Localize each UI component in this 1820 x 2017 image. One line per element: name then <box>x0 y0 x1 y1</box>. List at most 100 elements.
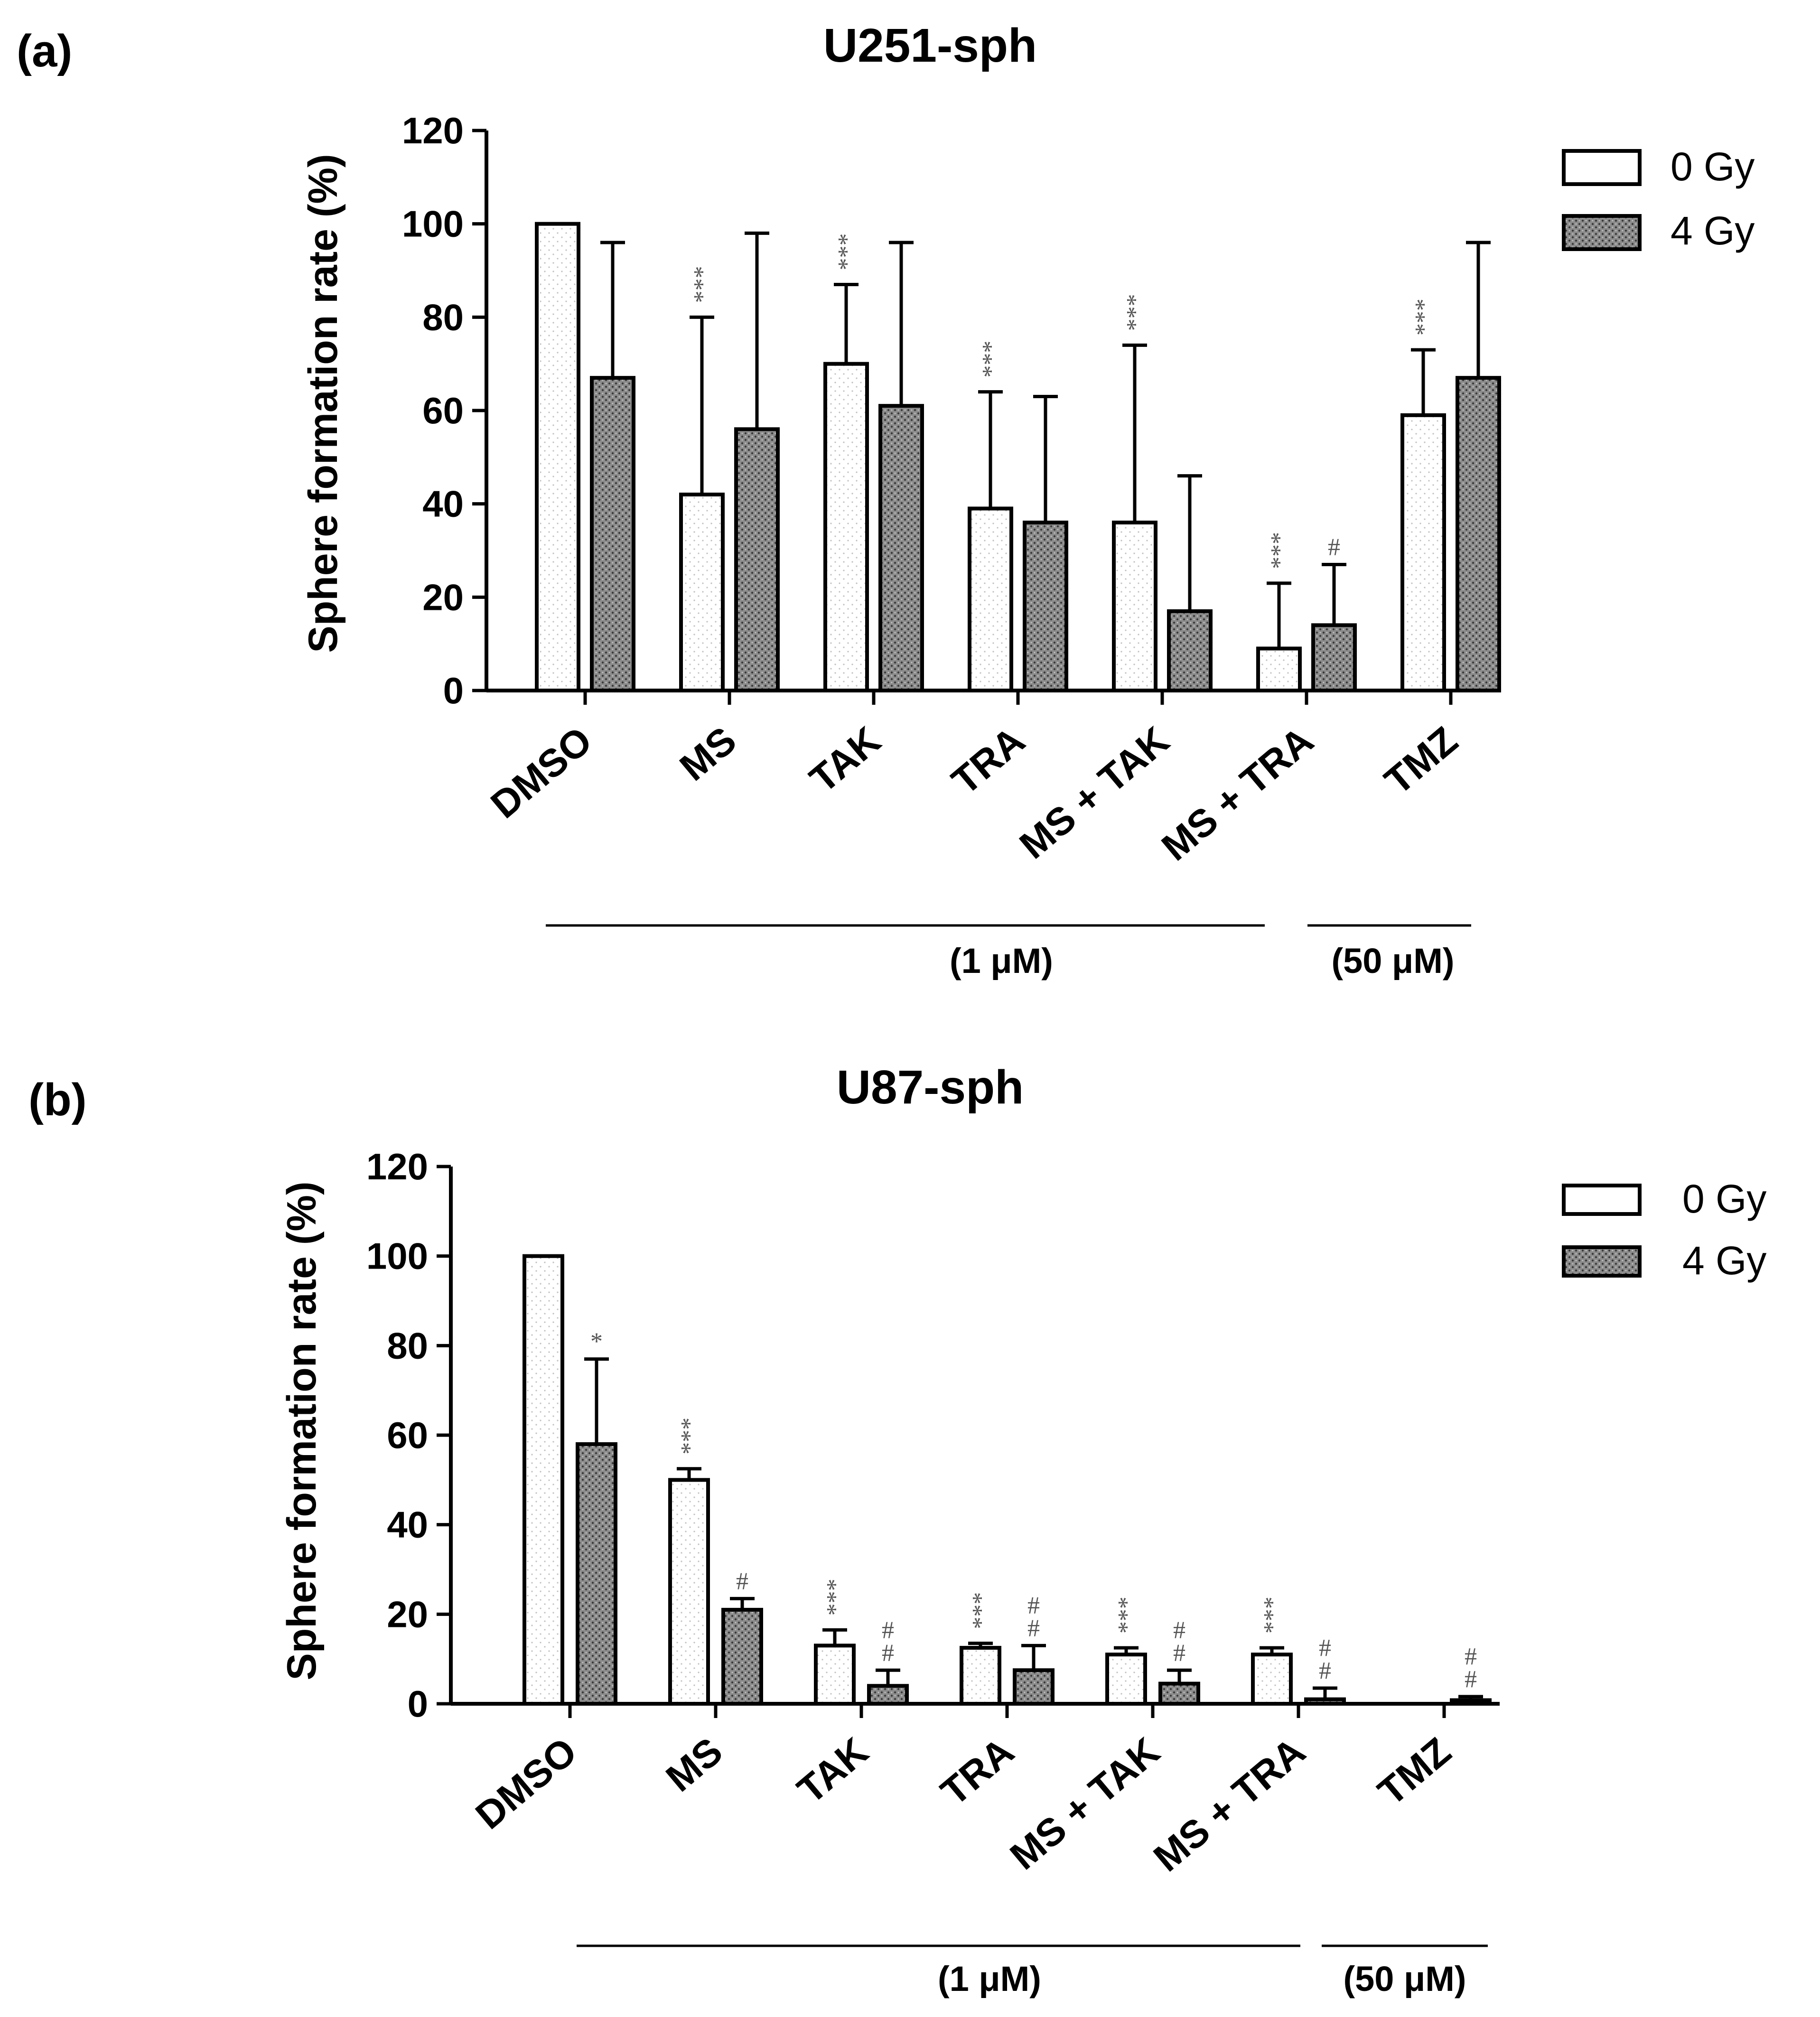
panel-a-bar-4gy <box>1023 521 1068 692</box>
panel-b-legend-swatch-0gy <box>1562 1184 1642 1216</box>
panel-b-bar-4gy <box>1158 1681 1200 1706</box>
panel-b-bar-0gy <box>1251 1653 1293 1706</box>
panel-b-y-axis-label: Sphere formation rate (%) <box>279 1181 325 1680</box>
panel-b-bar-4gy <box>576 1442 617 1706</box>
panel-a-y-axis-label: Sphere formation rate (%) <box>300 154 346 653</box>
panel-b: (b) U87-sph Sphere formation rate (%) 0 2… <box>28 1061 1766 1998</box>
panel-b-bar-0gy <box>1105 1653 1147 1706</box>
panel-b-significance-mark: *** <box>968 1592 995 1629</box>
panel-b-y-tick-label: 80 <box>387 1325 428 1366</box>
panel-a-bar-0gy <box>535 222 580 692</box>
panel-a-bar-0gy <box>679 493 725 692</box>
panel-b-significance-mark: # <box>882 1616 894 1643</box>
panel-a-x-tick-label: MS <box>672 719 745 789</box>
panel-b-legend-label-0gy: 0 Gy <box>1682 1177 1766 1221</box>
panel-a-conc-1um: (1 μM) <box>950 941 1053 980</box>
panel-a-significance-mark: *** <box>833 233 860 271</box>
panel-b-x-tick-label: MS <box>658 1729 731 1800</box>
panel-b-bar-4gy <box>1450 1698 1492 1706</box>
panel-b-letter: (b) <box>28 1074 87 1125</box>
panel-b-bar-0gy <box>960 1646 1001 1706</box>
panel-b-bar-4gy <box>867 1684 909 1706</box>
panel-a-legend-swatch-4gy <box>1562 214 1642 251</box>
panel-b-significance-mark: *** <box>1113 1597 1140 1634</box>
panel-a: (a) U251-sph Sphere formation rate (%) 0… <box>17 19 1755 980</box>
panel-b-significance-mark: *** <box>676 1418 703 1455</box>
panel-b-significance-mark: # <box>1173 1616 1185 1643</box>
panel-b-significance-mark: # <box>1027 1592 1040 1619</box>
panel-b-y-tick-label: 0 <box>408 1683 428 1725</box>
panel-a-significance-mark: *** <box>978 341 1005 378</box>
panel-b-x-tick-label: TRA <box>933 1729 1022 1814</box>
panel-a-plot-area: 0 20 40 60 80 100 120 DMSO MS *** TAK *** TRA *** MS +… <box>402 110 1501 869</box>
panel-b-legend-label-4gy: 4 Gy <box>1682 1238 1766 1283</box>
panel-a-legend-label-4gy: 4 Gy <box>1671 208 1755 253</box>
panel-a-y-tick-label: 80 <box>422 296 464 338</box>
panel-b-significance-mark: # <box>1465 1666 1477 1693</box>
panel-b-plot-area: 020406080100120DMSO*MS***#TAK***##TRA***… <box>366 1146 1500 1880</box>
panel-b-bar-4gy <box>1304 1697 1346 1706</box>
panel-a-x-tick-label: TAK <box>802 719 889 801</box>
panel-b-bar-4gy <box>1013 1668 1055 1706</box>
panel-a-y-tick-label: 20 <box>422 576 464 618</box>
panel-a-bar-0gy <box>823 362 869 692</box>
panel-a-bar-0gy <box>968 506 1013 692</box>
panel-a-bar-4gy <box>734 427 780 692</box>
panel-a-y-tick-label: 100 <box>402 203 464 245</box>
panel-a-y-tick-label: 40 <box>422 483 464 525</box>
panel-b-title: U87-sph <box>837 1061 1024 1114</box>
panel-a-bar-0gy <box>1400 413 1446 692</box>
panel-a-legend: 0 Gy 4 Gy <box>1562 144 1755 253</box>
panel-b-significance-mark: # <box>882 1639 894 1666</box>
panel-a-x-tick-label: TRA <box>944 719 1033 803</box>
panel-a-bar-4gy <box>1167 609 1213 693</box>
panel-b-y-tick-label: 60 <box>387 1414 428 1456</box>
panel-b-significance-mark: *** <box>822 1578 849 1615</box>
panel-a-bar-4gy <box>1456 376 1501 692</box>
panel-b-bar-0gy <box>523 1254 564 1706</box>
panel-a-x-tick-label: MS + TAK <box>1012 719 1177 867</box>
panel-b-bar-4gy <box>721 1607 763 1706</box>
panel-a-x-tick-label: TMZ <box>1377 719 1466 803</box>
panel-b-x-tick-label: TAK <box>790 1729 877 1812</box>
panel-a-y-tick-label: 0 <box>443 670 464 711</box>
panel-b-y-tick-label: 40 <box>387 1504 428 1546</box>
panel-b-legend-swatch-4gy <box>1562 1245 1642 1278</box>
panel-b-significance-mark: * <box>590 1328 603 1355</box>
panel-b-conc-1um: (1 μM) <box>938 1959 1041 1998</box>
panel-a-legend-swatch-0gy <box>1562 149 1642 186</box>
panel-b-x-tick-label: TMZ <box>1370 1729 1459 1814</box>
panel-a-title: U251-sph <box>823 19 1037 72</box>
panel-a-significance-mark: # <box>1328 534 1340 561</box>
panel-b-x-tick-label: MS + TAK <box>1002 1729 1168 1878</box>
panel-b-significance-mark: *** <box>1259 1597 1286 1634</box>
panel-b-significance-mark: # <box>1465 1643 1477 1670</box>
panel-a-conc-50um: (50 μM) <box>1331 941 1454 980</box>
panel-b-y-tick-label: 120 <box>366 1146 428 1187</box>
panel-b-legend: 0 Gy 4 Gy <box>1562 1177 1766 1283</box>
panel-b-y-tick-label: 100 <box>366 1235 428 1277</box>
panel-a-y-tick-label: 60 <box>422 390 464 431</box>
panel-b-significance-mark: # <box>1027 1615 1040 1642</box>
panel-a-legend-label-0gy: 0 Gy <box>1671 144 1755 189</box>
panel-a-letter: (a) <box>17 26 72 76</box>
panel-a-x-tick-label: DMSO <box>483 719 600 827</box>
panel-a-x-tick-label: MS + TRA <box>1154 719 1321 869</box>
panel-b-conc-50um: (50 μM) <box>1343 1959 1466 1998</box>
panel-b-y-tick-label: 20 <box>387 1593 428 1635</box>
panel-a-significance-mark: *** <box>1122 294 1149 331</box>
panel-a-bar-4gy <box>1311 623 1357 693</box>
panel-b-x-tick-label: DMSO <box>468 1729 585 1838</box>
panel-a-significance-mark: *** <box>1266 532 1293 569</box>
panel-a-bar-0gy <box>1256 646 1302 692</box>
panel-a-bar-4gy <box>878 404 924 692</box>
panel-a-bar-0gy <box>1112 521 1157 692</box>
panel-b-x-tick-label: MS + TRA <box>1146 1729 1313 1880</box>
panel-a-significance-mark: *** <box>1410 299 1437 336</box>
panel-b-bar-0gy <box>814 1643 856 1706</box>
panel-b-significance-mark: # <box>736 1568 748 1595</box>
panel-b-bar-0gy <box>668 1478 710 1706</box>
panel-a-y-tick-label: 120 <box>402 110 464 151</box>
panel-a-significance-mark: *** <box>689 266 716 303</box>
